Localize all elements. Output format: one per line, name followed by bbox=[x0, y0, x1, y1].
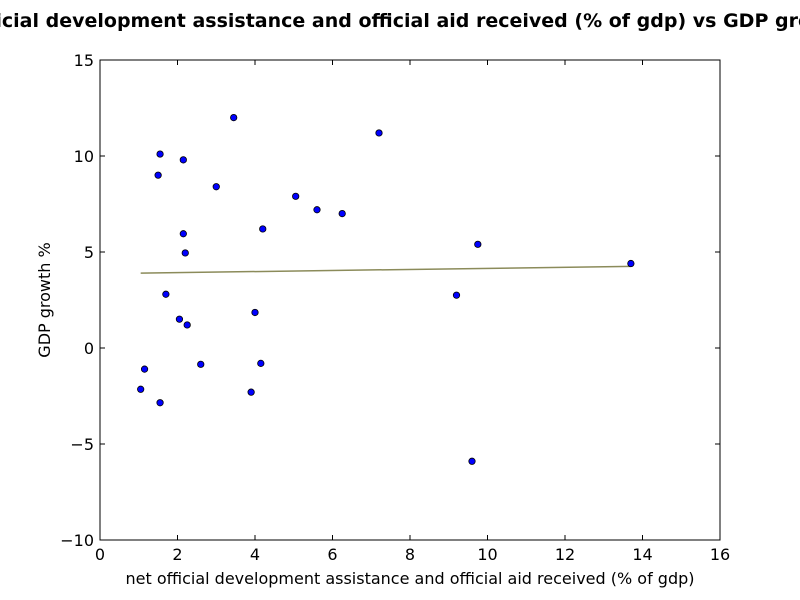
x-tick-label: 0 bbox=[95, 545, 105, 564]
scatter-point bbox=[179, 230, 187, 238]
data-points bbox=[137, 114, 635, 465]
y-tick-label: 15 bbox=[74, 51, 94, 70]
scatter-point bbox=[375, 129, 383, 137]
scatter-point bbox=[181, 249, 189, 257]
scatter-point bbox=[137, 385, 145, 393]
chart-title: Net official development assistance and … bbox=[0, 10, 800, 32]
y-axis-label: GDP growth % bbox=[35, 242, 54, 357]
y-tick-label: 10 bbox=[74, 147, 94, 166]
scatter-point bbox=[452, 291, 461, 299]
scatter-point bbox=[154, 171, 162, 179]
scatter-point bbox=[338, 210, 346, 218]
scatter-point bbox=[156, 399, 164, 407]
scatter-point bbox=[627, 259, 635, 268]
scatter-point bbox=[251, 308, 259, 317]
y-tick-label: 0 bbox=[84, 339, 94, 358]
x-tick-label: 2 bbox=[172, 545, 182, 564]
y-tick-label: 5 bbox=[84, 243, 94, 262]
x-tick-label: 12 bbox=[555, 545, 575, 564]
scatter-point bbox=[257, 359, 265, 367]
x-tick-label: 6 bbox=[327, 545, 337, 564]
y-tick-label: −5 bbox=[70, 435, 94, 454]
scatter-point bbox=[140, 365, 149, 373]
scatter-point bbox=[212, 183, 220, 191]
trend-line-layer bbox=[140, 265, 631, 274]
y-tick-label: −10 bbox=[60, 531, 94, 550]
x-tick-label: 16 bbox=[710, 545, 730, 564]
scatter-point bbox=[183, 321, 191, 329]
scatter-point bbox=[175, 315, 184, 323]
scatter-point bbox=[468, 457, 476, 465]
x-tick-label: 10 bbox=[477, 545, 497, 564]
scatter-point bbox=[247, 388, 255, 396]
x-tick-label: 4 bbox=[250, 545, 260, 564]
scatter-point bbox=[313, 206, 321, 214]
scatter-point bbox=[162, 290, 170, 298]
x-axis-label: net official development assistance and … bbox=[126, 569, 695, 588]
scatter-point bbox=[197, 360, 205, 368]
trend-line bbox=[140, 265, 631, 274]
scatter-point bbox=[292, 192, 300, 200]
x-tick-label: 8 bbox=[405, 545, 415, 564]
plot-frame bbox=[99, 59, 721, 541]
scatter-point bbox=[230, 114, 238, 122]
scatter-point bbox=[474, 240, 482, 248]
plot-area bbox=[100, 60, 720, 540]
scatter-point bbox=[156, 150, 164, 158]
x-tick-label: 14 bbox=[632, 545, 652, 564]
scatter-point bbox=[179, 156, 187, 164]
scatter-point bbox=[259, 225, 267, 233]
